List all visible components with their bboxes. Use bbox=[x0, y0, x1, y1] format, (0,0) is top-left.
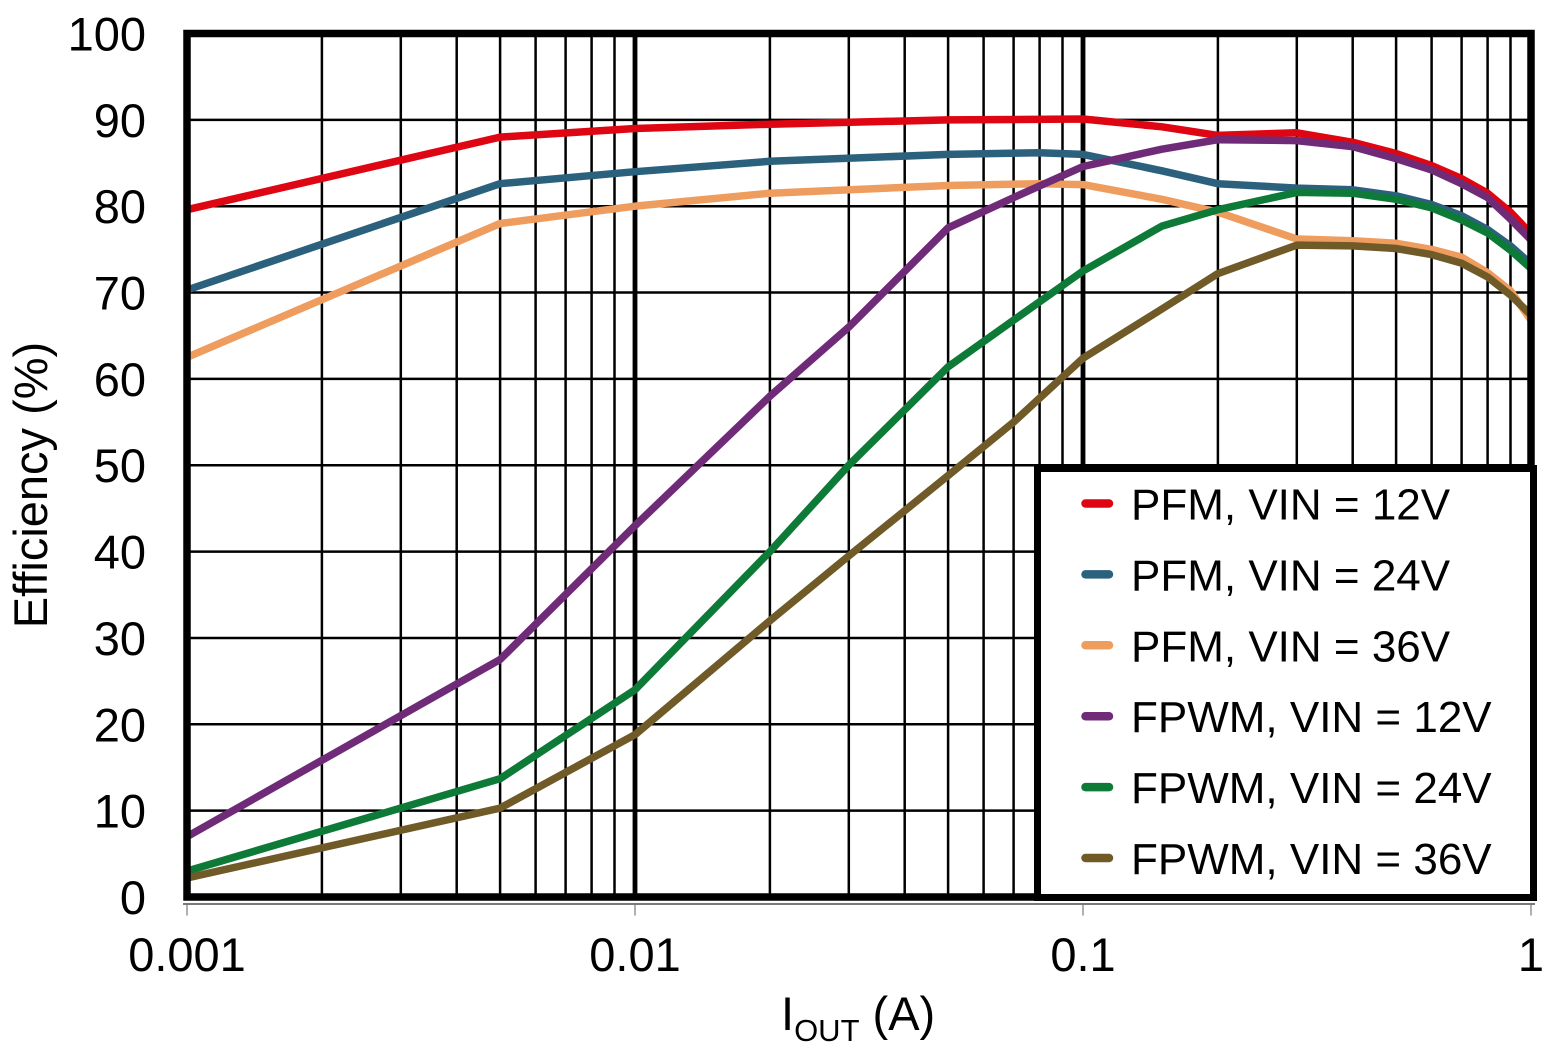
svg-text:1: 1 bbox=[1518, 928, 1544, 981]
svg-text:40: 40 bbox=[94, 526, 146, 579]
svg-text:20: 20 bbox=[94, 698, 146, 751]
svg-text:0.01: 0.01 bbox=[589, 928, 680, 981]
svg-text:60: 60 bbox=[94, 353, 146, 406]
svg-text:50: 50 bbox=[94, 439, 146, 492]
svg-text:PFM, VIN = 24V: PFM, VIN = 24V bbox=[1131, 551, 1451, 600]
svg-text:30: 30 bbox=[94, 612, 146, 665]
svg-text:Efficiency (%): Efficiency (%) bbox=[4, 342, 57, 628]
svg-text:70: 70 bbox=[94, 267, 146, 320]
svg-text:100: 100 bbox=[68, 8, 146, 61]
svg-text:PFM, VIN = 36V: PFM, VIN = 36V bbox=[1131, 622, 1451, 671]
svg-text:80: 80 bbox=[94, 180, 146, 233]
svg-text:FPWM, VIN = 36V: FPWM, VIN = 36V bbox=[1131, 835, 1492, 884]
svg-text:0.001: 0.001 bbox=[128, 928, 246, 981]
svg-text:FPWM, VIN = 24V: FPWM, VIN = 24V bbox=[1131, 764, 1492, 813]
svg-text:FPWM, VIN = 12V: FPWM, VIN = 12V bbox=[1131, 693, 1492, 742]
svg-text:PFM, VIN = 12V: PFM, VIN = 12V bbox=[1131, 481, 1451, 530]
svg-text:0.1: 0.1 bbox=[1050, 928, 1115, 981]
svg-text:10: 10 bbox=[94, 785, 146, 838]
svg-text:0: 0 bbox=[120, 871, 146, 924]
svg-text:90: 90 bbox=[94, 94, 146, 147]
